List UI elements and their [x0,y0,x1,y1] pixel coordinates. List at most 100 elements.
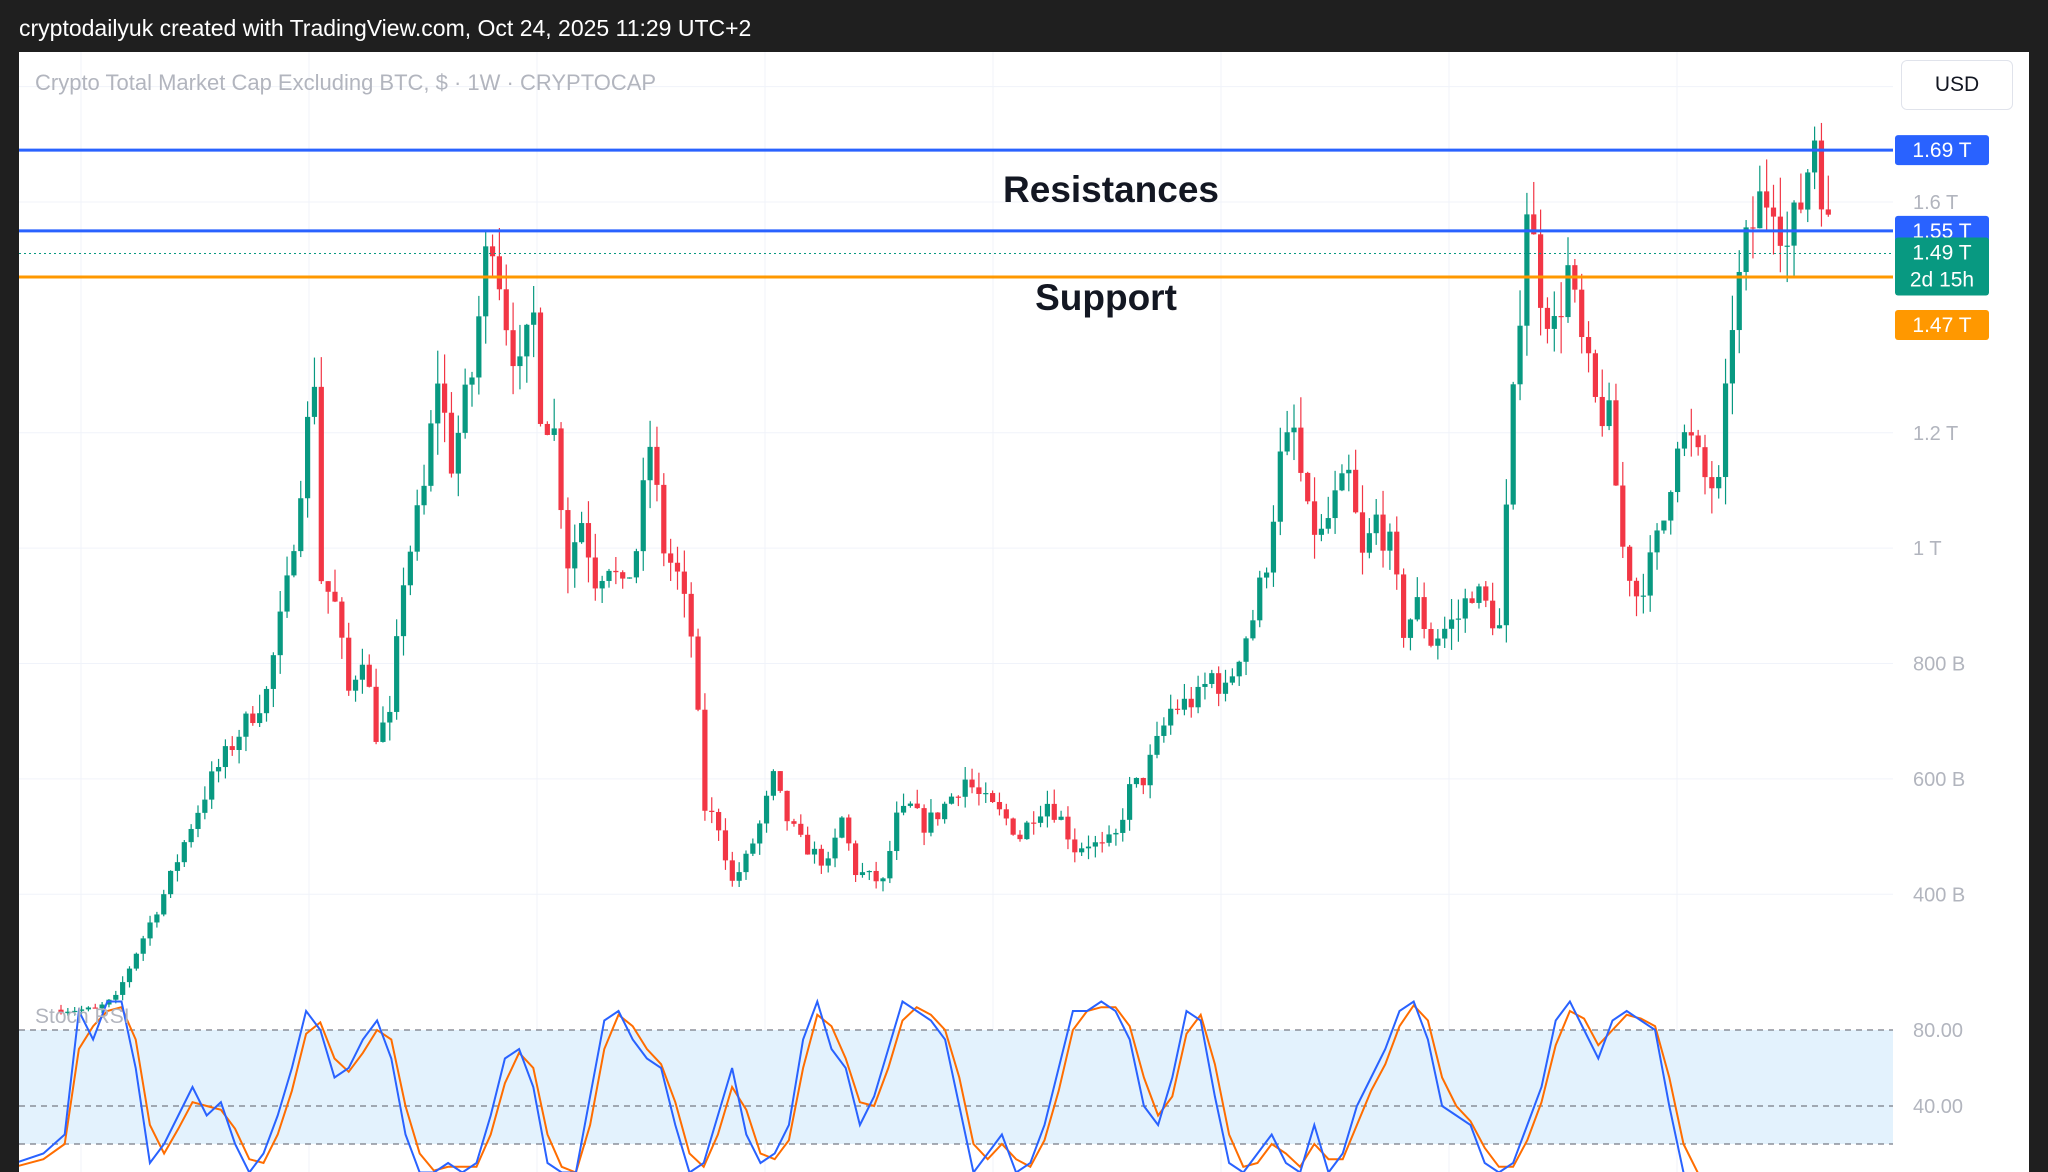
candle-up [428,423,434,486]
candle-up [900,805,907,813]
candle-down [373,686,379,742]
candle-down [1750,227,1756,229]
candle-up [1407,619,1414,638]
y-tick-label: 1.6 T [1913,192,1958,214]
candle-up [832,837,838,859]
candle-down [1702,447,1708,478]
stoch-rsi-label: Stoch RSI [35,1005,130,1028]
candle-up [298,498,304,552]
y-tick-label: 600 B [1913,769,1965,791]
candle-up [1318,528,1324,535]
candle-up [1058,816,1064,820]
candle-up [1414,597,1420,620]
candle-down [250,713,256,724]
candle-down [1592,353,1598,397]
candle-down [873,870,879,882]
candle-down [716,812,722,831]
candle-down [1633,580,1640,597]
candle-up [907,803,913,806]
candle-up [469,377,475,385]
candle-up [476,316,482,378]
candle-up [531,312,537,325]
candle-down [613,570,619,573]
candle-down [1764,191,1770,208]
candle-up [1044,803,1050,817]
candle-up [120,982,126,995]
candle-up [1681,432,1688,449]
stoch-d-line [19,1003,1699,1172]
candle-up [524,324,530,357]
candle-up [1284,432,1290,452]
candle-down [1394,531,1400,575]
candle-up [394,636,400,712]
candle-up [1647,552,1653,596]
candle-up [435,383,441,424]
candle-down [654,446,660,485]
candle-down [1490,600,1496,629]
candle-up [161,894,167,915]
last-price-tag-text: 1.49 T [1912,241,1971,264]
candle-up [736,872,742,881]
candle-up [942,803,948,820]
candle-up [1784,245,1790,247]
candle-up [880,878,886,882]
candle-down [1359,512,1366,553]
candle-down [722,830,729,861]
candle-up [462,384,468,433]
candle-up [407,551,413,586]
resistance-price-tag-text: 1.55 T [1912,220,1971,243]
candle-up [1092,842,1098,847]
candle-down [1599,396,1605,427]
candle-down [1305,472,1311,502]
candle-up [1640,595,1646,597]
candle-up [825,858,831,866]
candle-down [346,637,352,691]
candle-up [1133,777,1140,785]
candle-down [1188,698,1194,708]
candle-up [1222,682,1229,694]
candle-down [1051,803,1057,820]
candle-down [955,796,961,798]
candle-down [1421,597,1427,629]
candle-up [133,953,139,969]
candle-up [1503,504,1509,626]
candle-up [352,679,359,691]
candle-up [647,446,653,481]
candle-down [1770,207,1777,217]
candle-down [318,386,324,582]
candle-down [332,591,338,602]
candle-down [339,601,345,638]
candle-down [489,246,496,257]
candle-up [1236,661,1242,677]
candle-down [366,664,372,687]
candle-down [1688,432,1694,436]
candle-up [1606,400,1612,427]
candle-down [688,593,694,637]
candle-up [85,1007,91,1010]
candle-up [1743,227,1749,272]
stoch-level-label: 40.00 [1913,1096,1963,1118]
candle-up [1120,819,1126,833]
candle-up [743,853,749,873]
candles-group [58,122,1831,1016]
candle-up [1037,816,1044,823]
candle-down [921,808,927,833]
last-price-tag-text: 2d 15h [1910,268,1974,291]
currency-button[interactable]: USD [1901,60,2013,110]
candle-up [113,994,119,1000]
candle-down [777,771,783,791]
candle-up [1476,586,1482,603]
candle-up [1250,620,1256,639]
candle-down [1544,307,1551,329]
candle-up [1729,330,1735,384]
candle-down [585,523,592,558]
candle-up [1168,708,1174,726]
candle-up [1812,140,1818,173]
candle-down [1380,514,1386,551]
candle-up [174,862,181,871]
candle-down [681,571,687,594]
stoch-level-label: 80.00 [1913,1020,1963,1042]
candle-down [1538,234,1544,308]
